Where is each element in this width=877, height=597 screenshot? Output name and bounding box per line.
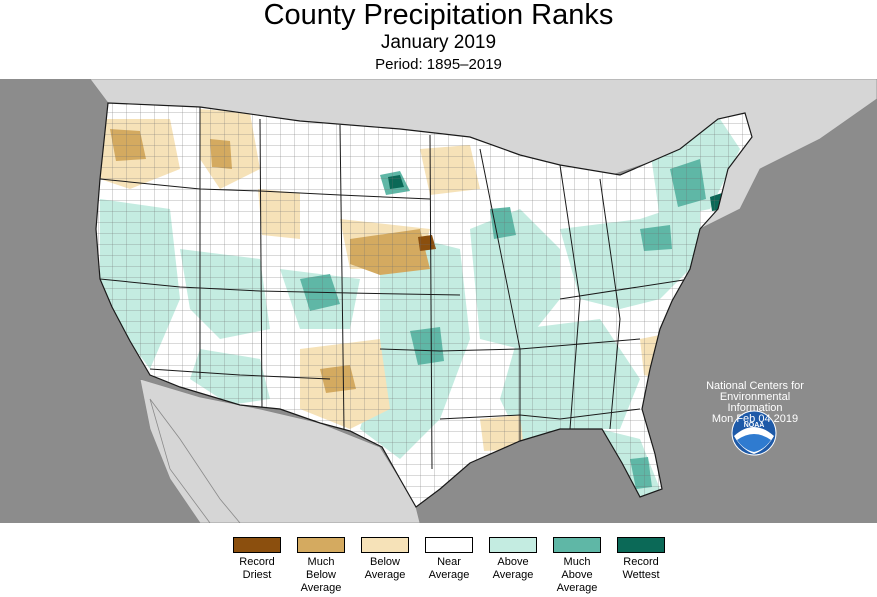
noaa-logo-icon: NOAA: [731, 410, 777, 456]
legend: Record Driest Much Below Average Below Average…: [0, 537, 877, 597]
legend-label-line: Near: [437, 556, 461, 568]
legend-swatch: [425, 537, 473, 553]
map-title: County Precipitation Ranks: [263, 0, 614, 31]
map-subtitle: January 2019: [380, 32, 497, 53]
legend-item: Much Above Average: [542, 537, 612, 595]
legend-item: Below Average: [350, 537, 420, 582]
map-period: Period: 1895–2019: [375, 56, 502, 73]
legend-label-line: Much: [563, 556, 591, 568]
legend-swatch: [361, 537, 409, 553]
legend-label-line: Above: [497, 556, 529, 568]
legend-label-line: Below: [370, 556, 400, 568]
credit-line-1: National Centers for: [706, 380, 804, 392]
legend-label-line: Average: [428, 569, 470, 581]
legend-swatch: [489, 537, 537, 553]
legend-label: Near Average: [414, 556, 484, 582]
legend-label-line: Average: [492, 569, 534, 581]
legend-label-line: Record: [239, 556, 275, 568]
legend-swatch: [233, 537, 281, 553]
legend-label-line: Record: [623, 556, 659, 568]
legend-item: Much Below Average: [286, 537, 356, 595]
legend-label: Above Average: [478, 556, 548, 582]
legend-item: Record Driest: [222, 537, 292, 582]
legend-label: Below Average: [350, 556, 420, 582]
legend-label-line: Average: [556, 582, 598, 594]
legend-label-line: Above: [561, 569, 593, 581]
legend-swatch: [297, 537, 345, 553]
legend-label-line: Driest: [242, 569, 272, 581]
legend-label-line: Wettest: [622, 569, 660, 581]
credit-block: National Centers for Environmental Infor…: [690, 381, 820, 425]
credit-line-3: Information: [727, 402, 783, 414]
legend-label-line: Below: [306, 569, 336, 581]
legend-item: Above Average: [478, 537, 548, 582]
legend-label: Record Wettest: [606, 556, 676, 582]
baja-peninsula: [149, 398, 241, 523]
legend-label: Record Driest: [222, 556, 292, 582]
credit-line-2: Environmental: [719, 391, 791, 403]
state-borders: [99, 107, 691, 470]
legend-item: Near Average: [414, 537, 484, 582]
legend-swatch: [553, 537, 601, 553]
legend-item: Record Wettest: [606, 537, 676, 582]
noaa-logo-text: NOAA: [744, 422, 765, 429]
legend-label-line: Average: [364, 569, 406, 581]
legend-label: Much Below Average: [286, 556, 356, 595]
credit-date: Mon Feb 04 2019: [711, 413, 799, 425]
map-svg: [89, 79, 877, 523]
legend-label: Much Above Average: [542, 556, 612, 595]
legend-label-line: Average: [300, 582, 342, 594]
legend-label-line: Much: [307, 556, 335, 568]
legend-swatch: [617, 537, 665, 553]
precipitation-map: NOAA National Centers for Environmental …: [0, 79, 877, 523]
